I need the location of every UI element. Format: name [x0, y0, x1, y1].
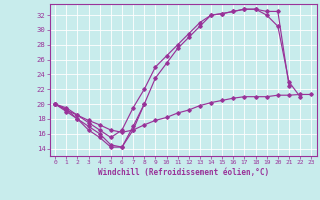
X-axis label: Windchill (Refroidissement éolien,°C): Windchill (Refroidissement éolien,°C)	[98, 168, 269, 177]
